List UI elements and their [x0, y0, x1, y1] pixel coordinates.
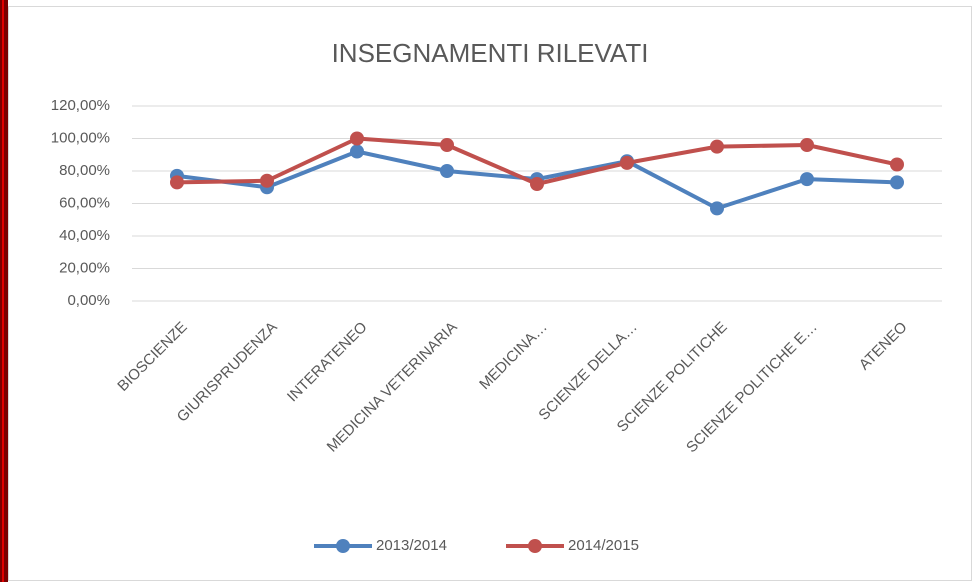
legend-marker	[336, 539, 350, 553]
data-point	[440, 138, 454, 152]
data-point	[890, 157, 904, 172]
y-tick-label: 60,00%	[59, 194, 110, 211]
chart-title: INSEGNAMENTI RILEVATI	[332, 38, 649, 68]
data-point	[260, 173, 274, 188]
data-point	[170, 175, 184, 190]
data-point	[800, 138, 814, 152]
legend-label: 2014/2015	[568, 537, 639, 554]
data-point	[800, 172, 814, 187]
y-tick-label: 120,00%	[51, 97, 110, 114]
chart-border	[8, 6, 972, 581]
y-tick-label: 80,00%	[59, 162, 110, 179]
data-point	[710, 139, 724, 154]
legend-label: 2013/2014	[376, 537, 447, 554]
data-point	[710, 201, 724, 216]
left-edge-stripe	[2, 0, 4, 582]
y-tick-label: 0,00%	[67, 292, 110, 309]
data-point	[350, 131, 364, 146]
data-point	[350, 144, 364, 159]
y-tick-label: 40,00%	[59, 227, 110, 244]
y-tick-label: 100,00%	[51, 129, 110, 146]
data-point	[530, 177, 544, 191]
legend-marker	[528, 539, 542, 553]
y-tick-label: 20,00%	[59, 259, 110, 276]
data-point	[620, 155, 634, 170]
data-point	[890, 175, 904, 190]
data-point	[440, 164, 454, 178]
